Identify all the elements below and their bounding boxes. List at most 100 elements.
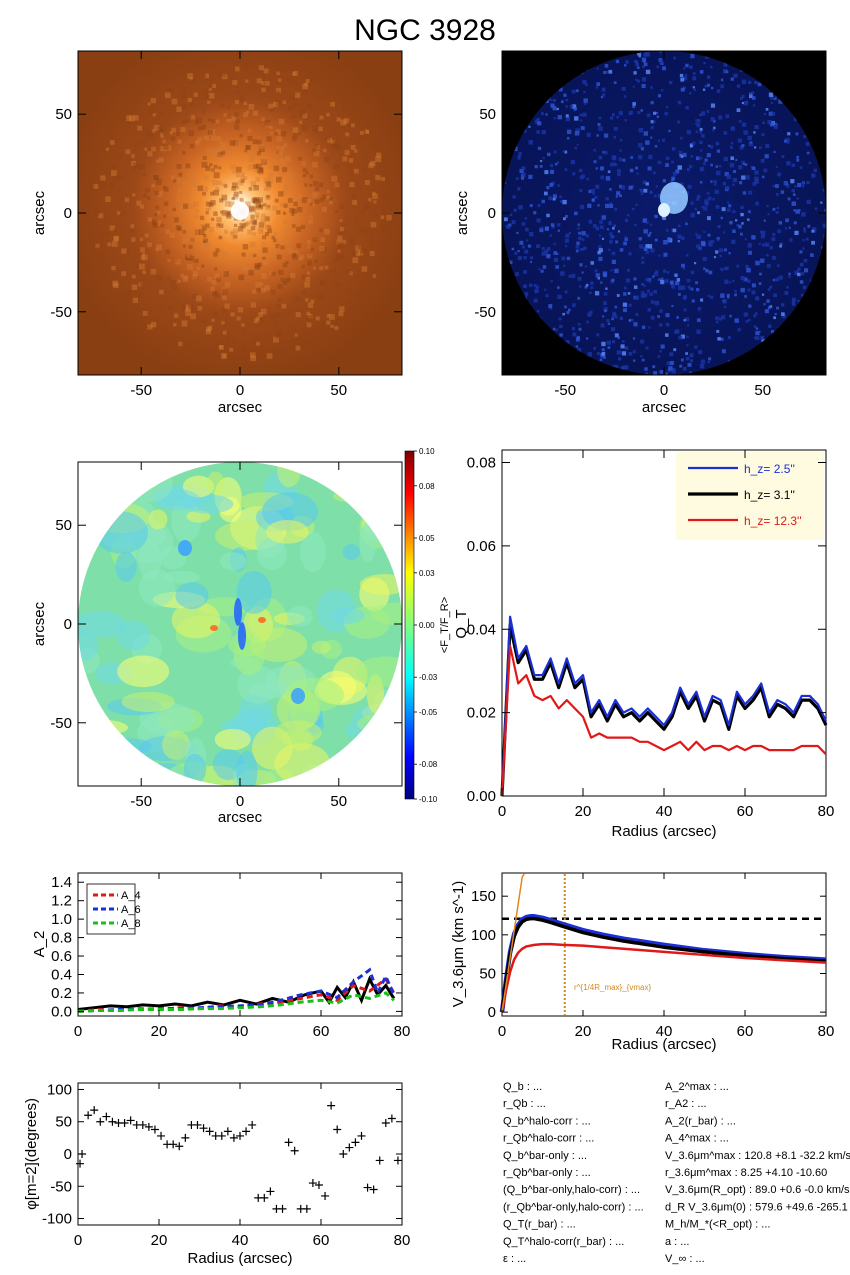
residual-pixel [778,275,783,280]
phase-point [175,1142,184,1151]
image-pixel [365,228,371,234]
residual-pixel [599,358,603,362]
residual-pixel [581,238,585,241]
image-pixel [157,191,163,197]
residual-pixel [693,88,697,92]
residual-pixel [716,329,720,333]
phase-point [223,1127,232,1136]
residual-pixel [748,94,753,99]
residual-pixel [536,117,540,121]
image-pixel [210,200,216,206]
residual-pixel [695,130,699,133]
residual-pixel [700,111,706,116]
image-pixel [247,229,253,235]
residual-pixel [571,303,576,307]
residual-pixel [568,231,571,235]
residual-pixel [751,283,756,288]
residual-pixel [799,250,803,254]
image-pixel [234,66,240,72]
image-pixel [293,102,298,107]
residual-pixel [641,65,645,68]
image-pixel [365,130,370,134]
residual-pixel [660,280,665,285]
phase-point [193,1120,202,1129]
residual-pixel [680,334,685,339]
image-pixel [306,198,312,204]
image-pixel [261,159,267,165]
residual-pixel [555,328,558,332]
image-pixel [109,166,116,173]
force-map-blob [175,582,209,609]
residual-pixel [791,189,795,193]
residual-pixel [653,371,658,375]
image-pixel [219,71,226,77]
image-pixel [241,252,246,257]
image-pixel [278,118,285,125]
residual-pixel [699,363,705,369]
residual-pixel [690,359,694,363]
residual-pixel [791,297,796,302]
residual-pixel [541,130,546,135]
residual-pixel [632,85,635,88]
image-pixel [294,333,298,337]
residual-pixel [614,207,618,211]
residual-pixel [690,287,694,291]
residual-pixel [701,134,705,138]
residual-pixel [654,144,658,148]
phase-point [96,1117,105,1126]
residual-pixel [583,90,586,94]
residual-pixel [728,251,731,255]
image-pixel [292,249,298,256]
fourier-xtick-label: 20 [151,1023,168,1040]
residual-pixel [725,70,729,74]
galaxy-core [231,202,249,220]
residual-pixel [820,201,823,204]
residual-pixel [776,193,779,196]
image-ytick-label: -50 [50,304,72,321]
image-pixel [189,102,195,107]
force-map-blob [94,511,149,554]
image-pixel [262,235,267,240]
image-pixel [271,235,275,240]
image-pixel [181,304,186,310]
image-pixel [189,237,195,243]
residual-pixel [690,201,694,205]
residual-xtick-label: -50 [554,382,576,399]
image-pixel [224,303,230,309]
image-pixel [254,264,260,271]
image-pixel [364,203,370,209]
residual-pixel [544,191,548,196]
residual-pixel [703,267,706,270]
residual-pixel [806,151,810,155]
residual-pixel [766,253,769,257]
residual-pixel [589,310,593,314]
image-pixel [277,283,283,290]
image-pixel [163,185,167,189]
residual-pixel [528,283,533,287]
image-pixel [172,207,176,212]
image-pixel [271,252,277,258]
residual-pixel [811,227,817,232]
residual-pixel [632,207,635,211]
image-pixel [312,148,317,153]
image-pixel [295,296,301,302]
residual-pixel [565,116,571,122]
image-pixel [260,287,267,293]
image-pixel [362,167,366,171]
image-pixel [280,350,286,356]
image-pixel [130,228,135,233]
image-pixel [142,193,147,198]
image-pixel [276,331,282,337]
image-pixel [241,266,248,272]
residual-pixel [703,206,708,211]
residual-pixel [680,285,686,290]
image-pixel [366,160,373,167]
image-pixel [167,88,172,93]
image-pixel [153,175,158,180]
residual-pixel [546,253,551,259]
image-pixel [324,156,330,163]
force-map-xtick-label: -50 [130,793,152,810]
residual-pixel [675,329,680,334]
panel-fourier: A_4A_6A_8 0 20 40 60 800.00.20.40.60.81.01.2… [31,872,410,1040]
residual-pixel [678,150,682,155]
